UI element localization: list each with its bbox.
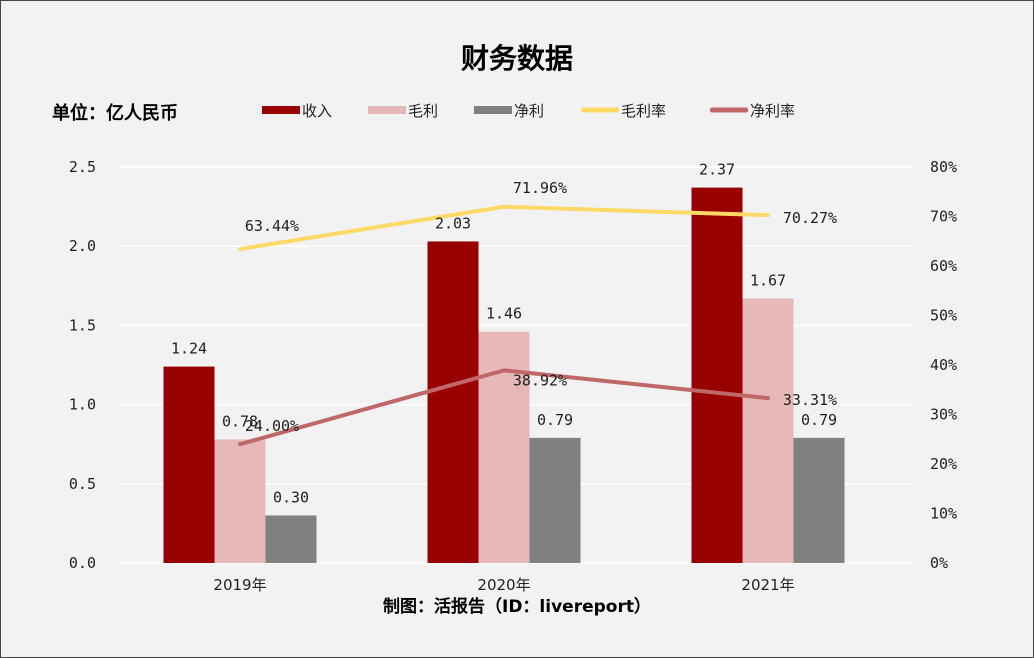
left-tick-label: 2.5: [69, 158, 96, 176]
line-data-label: 63.44%: [245, 217, 299, 235]
right-tick-label: 40%: [930, 356, 957, 374]
bar-收入: [691, 187, 743, 564]
bar-data-label: 0.79: [537, 411, 573, 429]
line-净利率: [238, 368, 770, 447]
right-tick-label: 30%: [930, 406, 957, 424]
left-tick-label: 1.5: [69, 316, 96, 334]
legend-label: 净利: [514, 102, 544, 120]
bar-毛利: [478, 331, 530, 563]
line-data-label: 38.92%: [513, 371, 567, 389]
bar-毛利: [214, 439, 266, 563]
legend-swatch: [581, 107, 619, 113]
bar-收入: [427, 241, 479, 563]
line-毛利率: [238, 204, 770, 251]
bar-data-label: 0.78: [222, 412, 258, 430]
bar-data-label: 1.46: [486, 305, 522, 323]
right-tick-label: 70%: [930, 208, 957, 226]
right-tick-label: 50%: [930, 307, 957, 325]
category-label: 2021年: [741, 576, 794, 594]
line-data-label: 33.31%: [783, 391, 837, 409]
bar-data-label: 0.30: [273, 488, 309, 506]
bar-data-label: 0.79: [801, 411, 837, 429]
legend-label: 收入: [302, 102, 332, 120]
bar-data-label: 2.03: [435, 214, 471, 232]
right-tick-label: 0%: [930, 554, 948, 572]
bar-data-label: 1.24: [171, 340, 207, 358]
left-tick-label: 2.0: [69, 237, 96, 255]
right-tick-label: 60%: [930, 257, 957, 275]
left-tick-label: 1.0: [69, 396, 96, 414]
right-tick-label: 10%: [930, 505, 957, 523]
line-data-label: 24.00%: [245, 417, 299, 435]
category-label: 2020年: [477, 576, 530, 594]
line-data-label: 71.96%: [513, 179, 567, 197]
chart-title: 财务数据: [461, 42, 573, 75]
line-data-label: 70.27%: [783, 209, 837, 227]
bar-净利: [793, 437, 845, 563]
legend-swatch: [474, 106, 512, 114]
category-label: 2019年: [213, 576, 266, 594]
left-tick-label: 0.0: [69, 554, 96, 572]
legend-swatch: [368, 106, 406, 114]
legend-label: 毛利: [408, 102, 438, 120]
legend-label: 毛利率: [621, 102, 666, 120]
legend-label: 净利率: [750, 102, 795, 120]
bar-data-label: 2.37: [699, 161, 735, 179]
bar-data-label: 1.67: [750, 271, 786, 289]
left-tick-label: 0.5: [69, 475, 96, 493]
footer-credit: 制图：活报告（ID：livereport）: [383, 596, 651, 617]
legend-swatch: [262, 106, 300, 114]
unit-label: 单位：亿人民币: [52, 102, 178, 124]
right-tick-label: 20%: [930, 455, 957, 473]
bar-毛利: [742, 298, 794, 563]
legend-swatch: [710, 107, 748, 113]
bar-净利: [529, 437, 581, 563]
right-tick-label: 80%: [930, 158, 957, 176]
bar-净利: [265, 515, 317, 563]
bar-收入: [163, 366, 215, 563]
